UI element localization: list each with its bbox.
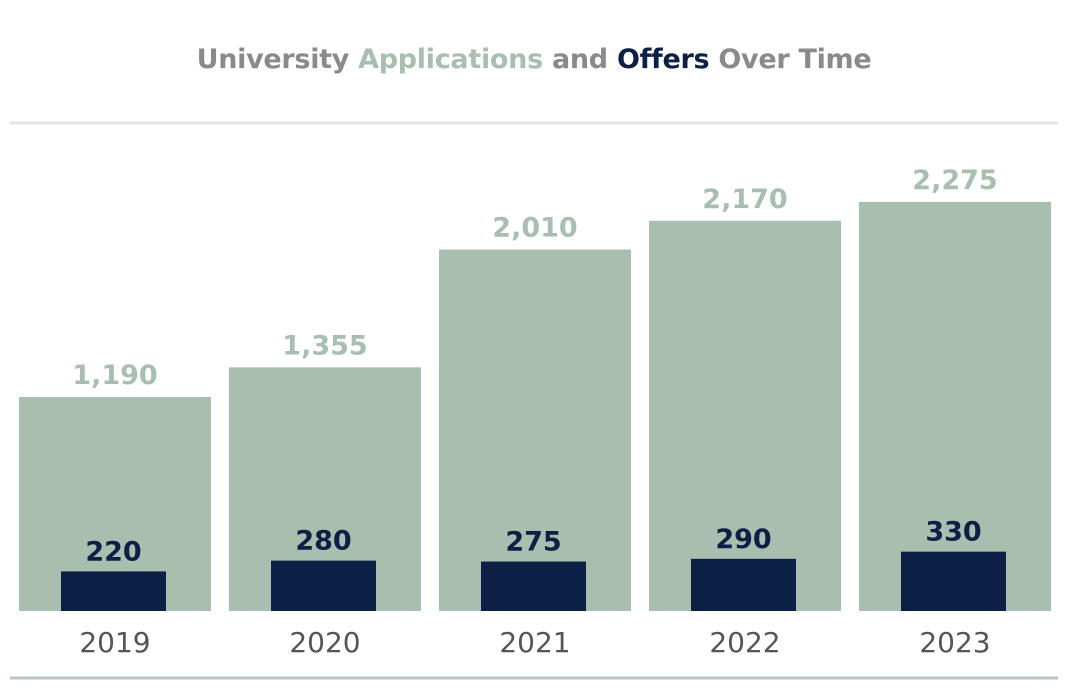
applications-label-2023: 2,275: [912, 165, 997, 196]
applications-label-2021: 2,010: [492, 213, 577, 244]
applications-label-2022: 2,170: [702, 184, 787, 215]
offers-label-2022: 290: [715, 524, 771, 555]
offers-label-2019: 220: [85, 536, 141, 567]
offers-label-2023: 330: [925, 517, 981, 548]
x-tick-label-2022: 2022: [709, 626, 780, 659]
applications-label-2019: 1,190: [72, 360, 157, 391]
title-text-university: University: [196, 44, 359, 75]
title-text-over-time: Over Time: [709, 44, 872, 75]
title-text-offers: Offers: [616, 44, 710, 75]
offers-bar-2022: [691, 558, 796, 611]
offers-bar-2021: [481, 561, 586, 611]
offers-label-2020: 280: [295, 526, 351, 557]
applications-bar-2023: [859, 201, 1051, 611]
x-tick-label-2021: 2021: [499, 626, 570, 659]
applications-bar-2021: [439, 249, 631, 611]
offers-bar-2019: [61, 571, 166, 611]
chart-title: University Applications and Offers Over …: [0, 44, 1068, 75]
applications-bar-2022: [649, 220, 841, 611]
offers-bar-2020: [271, 560, 376, 611]
x-tick-label-2019: 2019: [79, 626, 150, 659]
offers-bar-2023: [901, 551, 1006, 611]
x-tick-label-2020: 2020: [289, 626, 360, 659]
bars-group: 1,190 220 1,355 280 2,010 275 2,170 290 2,275 330: [19, 165, 1051, 611]
title-text-applications: Applications: [358, 44, 543, 75]
offers-label-2021: 275: [505, 527, 561, 558]
title-text-and: and: [542, 44, 617, 75]
x-tick-label-2023: 2023: [919, 626, 990, 659]
x-axis: 2019 2020 2021 2022 2023: [79, 626, 990, 659]
applications-label-2020: 1,355: [282, 330, 367, 361]
